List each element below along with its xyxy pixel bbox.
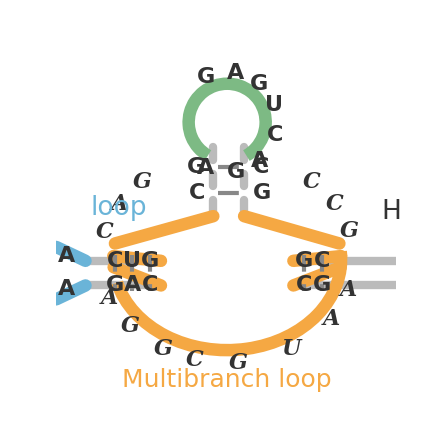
Text: G: G <box>197 67 215 87</box>
Text: G: G <box>106 276 124 295</box>
Text: U: U <box>265 95 283 115</box>
Text: C: C <box>314 251 330 271</box>
Text: U: U <box>123 251 142 271</box>
Text: C: C <box>303 171 321 193</box>
Text: A: A <box>111 193 128 215</box>
Text: G: G <box>187 157 205 177</box>
Text: Multibranch loop: Multibranch loop <box>122 368 332 392</box>
Text: A: A <box>198 157 215 178</box>
Text: A: A <box>227 63 244 83</box>
Text: G: G <box>229 352 248 374</box>
Text: G: G <box>120 315 139 337</box>
Text: G: G <box>250 74 269 94</box>
Text: G: G <box>141 251 159 271</box>
Text: G: G <box>340 220 359 242</box>
Text: G: G <box>253 183 271 203</box>
Text: C: C <box>296 276 312 295</box>
Text: A: A <box>340 279 357 301</box>
Text: C: C <box>326 193 344 215</box>
Text: A: A <box>251 150 268 171</box>
Text: C: C <box>107 251 123 271</box>
Text: A: A <box>58 246 76 266</box>
Text: loop: loop <box>91 195 147 221</box>
Text: G: G <box>295 251 313 271</box>
Text: C: C <box>96 221 113 243</box>
Text: A: A <box>58 279 76 299</box>
Text: G: G <box>154 338 173 360</box>
Text: C: C <box>253 157 269 177</box>
Text: A: A <box>124 276 141 295</box>
Text: C: C <box>188 183 205 203</box>
Text: C: C <box>267 125 284 145</box>
Text: C: C <box>142 276 158 295</box>
Text: G: G <box>313 276 331 295</box>
Text: A: A <box>101 287 118 309</box>
Text: H: H <box>381 199 401 225</box>
Text: G: G <box>227 161 245 182</box>
Text: C: C <box>185 349 203 371</box>
Text: G: G <box>133 171 152 193</box>
Text: U: U <box>281 338 300 360</box>
Text: A: A <box>323 308 340 330</box>
